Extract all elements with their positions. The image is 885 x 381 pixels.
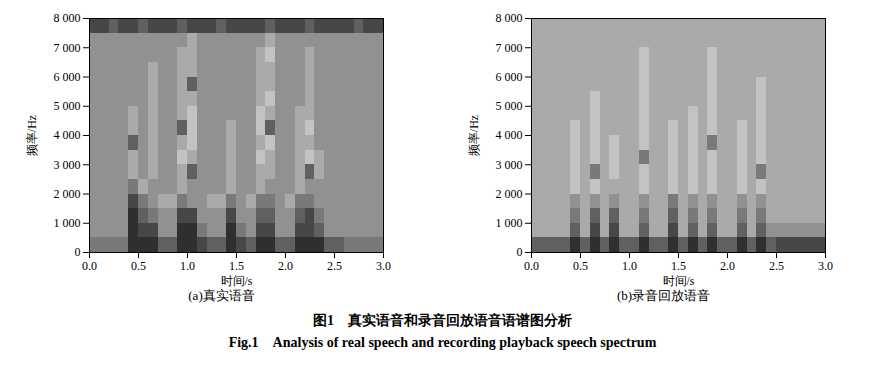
svg-text:5 000: 5 000 [495,99,522,113]
svg-text:3.0: 3.0 [376,259,391,273]
svg-text:0.5: 0.5 [131,259,146,273]
svg-text:0.0: 0.0 [82,259,97,273]
html-text:Fig.1 Analysis of real speech: Fig.1 Analysis of real speech and record… [228,335,657,350]
svg-text:时间/s: 时间/s [662,274,694,288]
svg-text:6 000: 6 000 [495,70,522,84]
svg-text:7 000: 7 000 [53,41,80,55]
svg-text:0: 0 [516,245,522,259]
svg-text:8 000: 8 000 [495,11,522,25]
svg-text:2 000: 2 000 [53,187,80,201]
svg-text:频率/Hz: 频率/Hz [25,115,39,156]
html-text:图1 真实语音和录音回放语音语谱图分析: 图1 真实语音和录音回放语音语谱图分析 [313,313,572,328]
svg-text:7 000: 7 000 [495,41,522,55]
svg-text:4 000: 4 000 [53,128,80,142]
svg-text:2 000: 2 000 [495,187,522,201]
html-text:(a)真实语音: (a)真实语音 [188,288,255,303]
svg-text:2.0: 2.0 [720,259,735,273]
html-text:(b)录音回放语音: (b)录音回放语音 [616,288,711,303]
svg-text:0.0: 0.0 [524,259,539,273]
svg-text:1.5: 1.5 [229,259,244,273]
svg-text:1.0: 1.0 [622,259,637,273]
svg-text:8 000: 8 000 [53,11,80,25]
svg-text:频率/Hz: 频率/Hz [467,115,481,156]
svg-text:3 000: 3 000 [495,158,522,172]
svg-text:0.5: 0.5 [573,259,588,273]
svg-text:6 000: 6 000 [53,70,80,84]
svg-text:1 000: 1 000 [495,216,522,230]
svg-text:5 000: 5 000 [53,99,80,113]
svg-text:2.5: 2.5 [327,259,342,273]
svg-text:1 000: 1 000 [53,216,80,230]
svg-text:2.5: 2.5 [769,259,784,273]
svg-text:3.0: 3.0 [818,259,833,273]
svg-text:4 000: 4 000 [495,128,522,142]
svg-text:时间/s: 时间/s [220,274,252,288]
svg-text:1.0: 1.0 [180,259,195,273]
svg-text:0: 0 [74,245,80,259]
svg-text:1.5: 1.5 [671,259,686,273]
svg-text:2.0: 2.0 [278,259,293,273]
svg-text:3 000: 3 000 [53,158,80,172]
